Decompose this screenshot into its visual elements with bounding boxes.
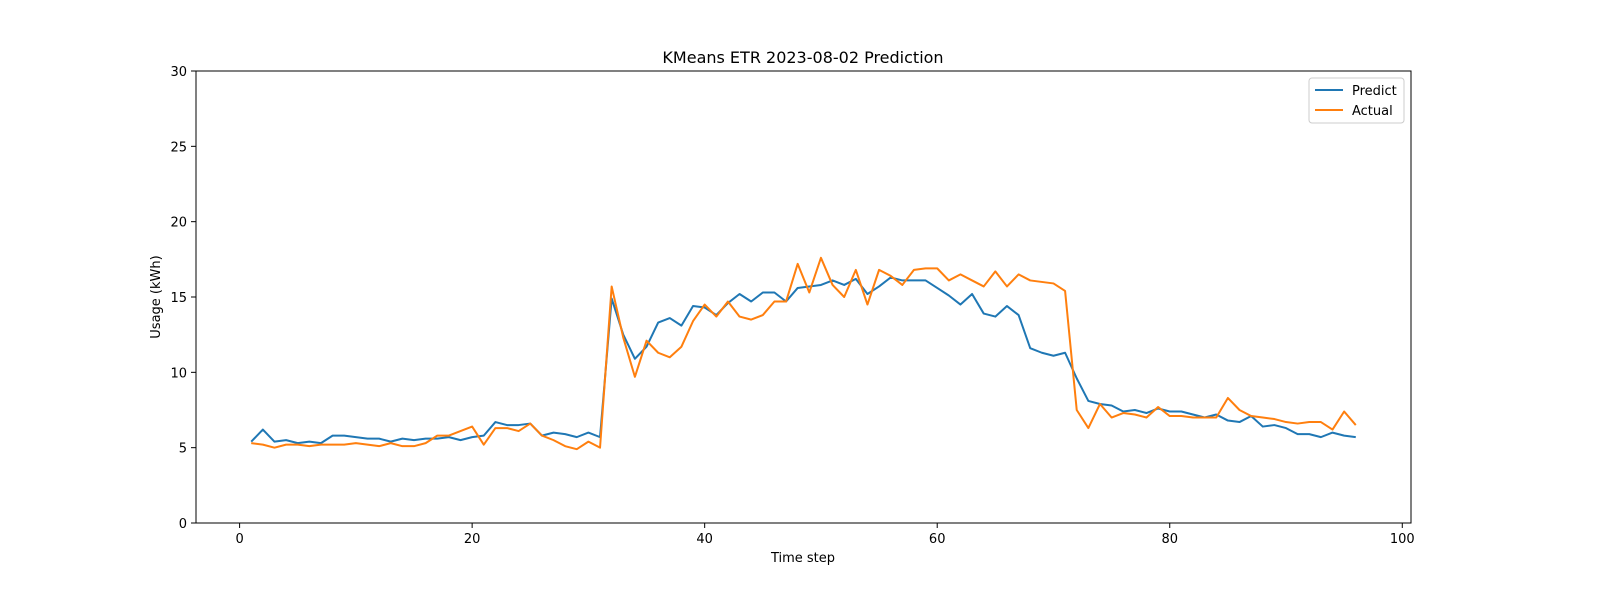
y-tick-label: 5 bbox=[179, 442, 187, 457]
x-tick-label: 20 bbox=[464, 532, 481, 547]
x-axis-label: Time step bbox=[770, 551, 835, 566]
x-tick-label: 40 bbox=[696, 532, 713, 547]
chart-title: KMeans ETR 2023-08-02 Prediction bbox=[662, 48, 943, 67]
y-tick-label: 0 bbox=[179, 517, 187, 532]
legend-label-predict: Predict bbox=[1352, 84, 1397, 99]
plot-area: 0 20 40 60 80 100 0 5 10 15 20 25 30 bbox=[170, 65, 1414, 547]
y-tick-label: 30 bbox=[170, 65, 187, 80]
plot-frame bbox=[195, 70, 1412, 524]
series-line-predict bbox=[250, 276, 1356, 445]
x-tick-label: 100 bbox=[1390, 532, 1415, 547]
legend: Predict Actual bbox=[1308, 77, 1405, 124]
series-line-actual bbox=[251, 256, 1357, 451]
y-tick-label: 25 bbox=[170, 140, 187, 155]
legend-label-actual: Actual bbox=[1352, 104, 1393, 119]
y-tick-label: 15 bbox=[170, 291, 187, 306]
x-tick-label: 80 bbox=[1161, 532, 1178, 547]
y-axis-label: Usage (kWh) bbox=[149, 255, 164, 338]
x-tick-label: 60 bbox=[929, 532, 946, 547]
y-tick-label: 20 bbox=[170, 216, 187, 231]
y-tick-label: 10 bbox=[170, 366, 187, 381]
x-tick-label: 0 bbox=[235, 532, 243, 547]
